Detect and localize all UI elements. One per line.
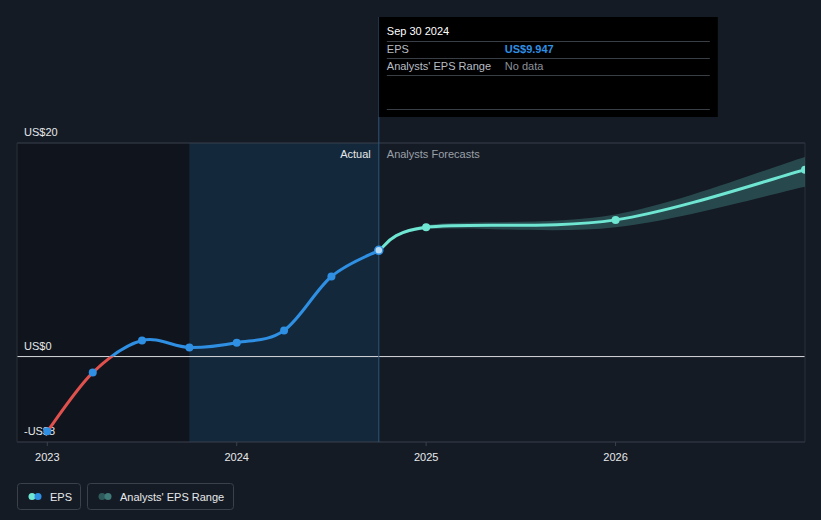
tooltip: Sep 30 2024 EPS US$9.947 Analysts' EPS Rang… xyxy=(379,17,718,117)
y-tick-label: US$20 xyxy=(24,126,58,138)
legend-box xyxy=(18,484,81,510)
x-tick xyxy=(426,442,427,446)
range-band xyxy=(379,157,805,250)
tooltip-label: EPS xyxy=(387,43,409,55)
legend-box xyxy=(88,484,234,510)
eps-line xyxy=(47,250,378,356)
tooltip-value: US$9.947 xyxy=(505,43,554,55)
tooltip-sep xyxy=(387,109,710,110)
eps-point xyxy=(233,339,241,347)
eps-point xyxy=(89,369,97,377)
legend-swatch xyxy=(99,493,106,500)
x-tick-label: 2023 xyxy=(35,451,59,463)
x-tick-label: 2026 xyxy=(603,451,627,463)
y-tick-label: US$0 xyxy=(24,340,52,352)
eps-point xyxy=(43,427,51,435)
x-tick xyxy=(615,442,616,446)
tooltip-sep xyxy=(387,75,710,76)
plot-area xyxy=(43,157,805,435)
forecast-line xyxy=(379,170,805,251)
tooltip-range-value: No data xyxy=(505,60,544,72)
grid-line xyxy=(17,442,805,443)
legend-label: EPS xyxy=(50,491,72,503)
eps-point xyxy=(327,272,335,280)
x-range-end xyxy=(805,143,806,442)
legend-item: EPS xyxy=(18,484,81,510)
forecast-point xyxy=(422,223,430,231)
forecast-point xyxy=(801,166,805,174)
x-tick-label: 2024 xyxy=(224,451,248,463)
past-region xyxy=(17,143,189,442)
tooltip-range-label: Analysts' EPS Range xyxy=(387,60,491,72)
eps-point xyxy=(280,326,288,334)
tooltip-box xyxy=(379,17,718,117)
forecast-label: Analysts Forecasts xyxy=(387,148,480,160)
x-range-start xyxy=(17,143,18,442)
x-tick xyxy=(236,442,237,446)
eps-line-negative xyxy=(47,357,378,432)
chart: -US$8US$0US$202023202420252026ActualAnal… xyxy=(0,0,821,520)
legend-label: Analysts' EPS Range xyxy=(120,491,224,503)
grid-line xyxy=(17,143,805,144)
eps-point xyxy=(138,337,146,345)
tooltip-sep xyxy=(387,58,710,59)
last-year-region xyxy=(189,143,378,442)
x-tick xyxy=(47,442,48,446)
actual-label: Actual xyxy=(340,148,371,160)
legend-swatch xyxy=(105,493,112,500)
legend-swatch xyxy=(35,493,42,500)
x-tick-label: 2025 xyxy=(414,451,438,463)
forecast-point xyxy=(612,216,620,224)
eps-point xyxy=(185,343,193,351)
eps-point xyxy=(375,246,383,254)
tooltip-sep xyxy=(387,41,710,42)
grid-line xyxy=(17,356,805,357)
legend-swatch xyxy=(29,493,36,500)
tooltip-date: Sep 30 2024 xyxy=(387,25,449,37)
legend-item: Analysts' EPS Range xyxy=(88,484,234,510)
